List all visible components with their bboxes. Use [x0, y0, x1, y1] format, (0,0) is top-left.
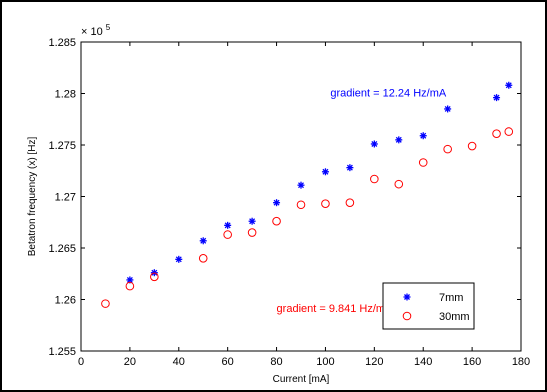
- x-axis-label: Current [mA]: [273, 374, 330, 385]
- data-point-30mm: [247, 228, 257, 237]
- data-point-30mm: [467, 141, 477, 151]
- data-point-7mm: [273, 199, 281, 207]
- x-tick-label: 160: [463, 356, 481, 368]
- data-point-30mm: [223, 230, 232, 239]
- star-stroke: [371, 140, 378, 147]
- annotation-gradient-7mm: gradient = 12.24 Hz/mA: [330, 88, 447, 100]
- axis-ticks: 0 20 40 60 80 100 120 140 160 180 1.255 1.26 1.265 1.…: [48, 37, 530, 368]
- y-tick-label: 1.28: [55, 89, 76, 101]
- star-stroke: [505, 82, 512, 89]
- data-point-7mm: [199, 237, 207, 245]
- data-point-7mm: [419, 132, 427, 140]
- star-stroke: [126, 276, 133, 283]
- data-point-7mm: [493, 94, 501, 102]
- data-point-30mm: [345, 198, 355, 207]
- star-stroke: [298, 182, 304, 189]
- y-axis-label: Betatron frequency (x) [Hz]: [27, 137, 38, 257]
- y-tick-label: 1.265: [48, 243, 76, 255]
- y-tick-label: 1.285: [48, 37, 76, 49]
- legend: 7mm 30mm: [382, 282, 475, 330]
- data-point-30mm: [272, 216, 281, 226]
- data-marks: [101, 81, 514, 308]
- data-point-30mm: [418, 158, 428, 167]
- star-stroke: [404, 294, 410, 300]
- x-tick-label: 60: [222, 356, 234, 368]
- annotation-gradient-30mm: gradient = 9.841 Hz/mA: [277, 303, 394, 315]
- legend-box: [382, 282, 475, 330]
- y-tick-label: 1.255: [48, 346, 76, 358]
- x-tick-label: 140: [414, 356, 432, 368]
- y-axis-exponent: × 10 5: [81, 23, 111, 38]
- star-stroke: [200, 237, 207, 244]
- star-stroke: [346, 164, 353, 171]
- data-point-7mm: [395, 136, 403, 144]
- star-stroke: [224, 222, 231, 229]
- x-tick-label: 20: [124, 356, 136, 368]
- star-stroke: [444, 105, 451, 112]
- data-point-30mm: [321, 199, 330, 209]
- data-point-30mm: [394, 179, 404, 189]
- legend-label-30mm: 30mm: [439, 311, 470, 323]
- data-point-30mm: [443, 144, 452, 154]
- y-tick-label: 1.27: [55, 192, 76, 204]
- x-tick-label: 120: [365, 356, 383, 368]
- x-tick-label: 40: [173, 356, 185, 368]
- x-tick-label: 180: [512, 356, 530, 368]
- data-point-30mm: [198, 253, 208, 263]
- star-stroke: [493, 94, 500, 101]
- y-tick-label: 1.275: [48, 140, 76, 152]
- data-point-7mm: [175, 255, 183, 263]
- data-point-7mm: [248, 217, 256, 225]
- star-stroke: [395, 136, 402, 143]
- legend-star: [403, 293, 411, 301]
- data-point-7mm: [444, 105, 452, 113]
- star-stroke: [322, 168, 329, 175]
- legend-marker-30mm: [402, 311, 412, 321]
- legend-label-7mm: 7mm: [439, 292, 463, 304]
- x-tick-label: 100: [316, 356, 334, 368]
- data-point-30mm: [150, 272, 159, 282]
- star-stroke: [175, 256, 182, 263]
- y-exponent-base: × 10: [81, 26, 103, 38]
- legend-marker-7mm: [403, 293, 411, 301]
- annotations: gradient = 12.24 Hz/mA gradient = 9.841 …: [277, 88, 447, 315]
- data-point-30mm: [504, 127, 514, 136]
- data-point-7mm: [370, 140, 378, 148]
- legend-circle: [402, 311, 412, 321]
- y-exponent-power: 5: [106, 23, 111, 32]
- star-stroke: [420, 132, 427, 139]
- data-point-7mm: [346, 164, 354, 172]
- data-point-30mm: [296, 200, 306, 210]
- data-point-30mm: [101, 299, 110, 308]
- x-tick-label: 0: [78, 356, 84, 368]
- data-point-30mm: [125, 281, 135, 291]
- y-tick-label: 1.26: [55, 295, 76, 307]
- x-tick-label: 80: [270, 356, 282, 368]
- data-point-30mm: [492, 129, 501, 138]
- data-point-7mm: [321, 168, 329, 176]
- star-stroke: [249, 218, 256, 225]
- data-point-30mm: [370, 174, 379, 184]
- data-point-7mm: [297, 181, 305, 189]
- data-point-7mm: [505, 81, 513, 89]
- data-point-7mm: [224, 221, 232, 229]
- star-stroke: [273, 199, 280, 206]
